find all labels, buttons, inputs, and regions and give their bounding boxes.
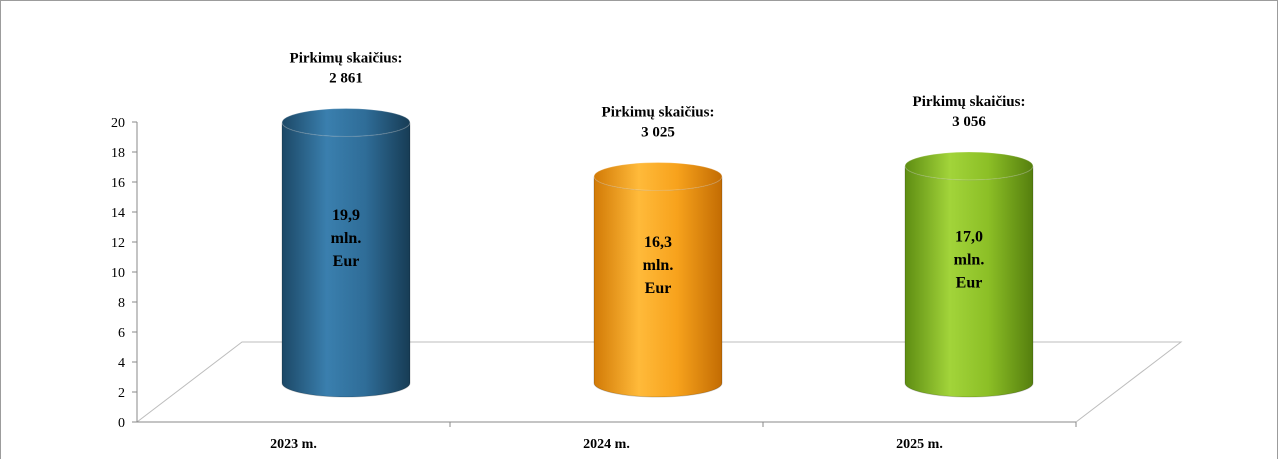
bar-1: [593, 162, 723, 398]
bar-top: [904, 151, 1034, 181]
bar-2: [904, 151, 1034, 398]
y-tick-label: 6: [118, 326, 125, 341]
bar-top: [593, 162, 723, 191]
bar-value-label: 16,3: [644, 234, 672, 251]
labels: 19,9 mln. Eur Pirkimų skaičius: 2 861 2023 m.…: [270, 51, 1025, 453]
y-tick-label: 10: [111, 266, 125, 281]
y-tick-label: 8: [118, 296, 125, 311]
bar-top-label: 2 861: [329, 71, 363, 87]
bars: [281, 108, 1034, 398]
bar-value-label: Eur: [333, 253, 360, 270]
y-tick-label: 4: [118, 356, 125, 371]
y-tick-label: 16: [111, 176, 125, 191]
bar-value-label: Eur: [956, 275, 983, 292]
bar-value-label: 19,9: [332, 207, 360, 224]
x-category-label: 2024 m.: [583, 437, 630, 452]
bar-top-label: Pirkimų skaičius:: [913, 94, 1026, 110]
y-tick-label: 20: [111, 116, 125, 131]
y-tick-label: 0: [118, 416, 125, 431]
bar-0: [281, 108, 411, 398]
y-tick-label: 2: [118, 386, 125, 401]
bar-value-label: mln.: [954, 252, 985, 269]
bar-top-label: Pirkimų skaičius:: [290, 51, 403, 67]
bar-top: [281, 108, 411, 137]
y-tick-label: 12: [111, 236, 125, 251]
bar-top-label: 3 056: [952, 114, 986, 130]
y-axis: 0 2 4 6 8 10 12 14 16 18 20: [111, 116, 1077, 431]
x-category-label: 2025 m.: [896, 437, 943, 452]
bar-value-label: 17,0: [955, 229, 983, 246]
x-category-label: 2023 m.: [270, 437, 317, 452]
bar-top-label: Pirkimų skaičius:: [602, 105, 715, 121]
bar-top-label: 3 025: [641, 125, 675, 141]
bar-value-label: mln.: [331, 230, 362, 247]
y-tick-label: 14: [111, 206, 125, 221]
y-tick-label: 18: [111, 146, 125, 161]
bar-value-label: mln.: [643, 257, 674, 274]
bar-value-label: Eur: [645, 280, 672, 297]
